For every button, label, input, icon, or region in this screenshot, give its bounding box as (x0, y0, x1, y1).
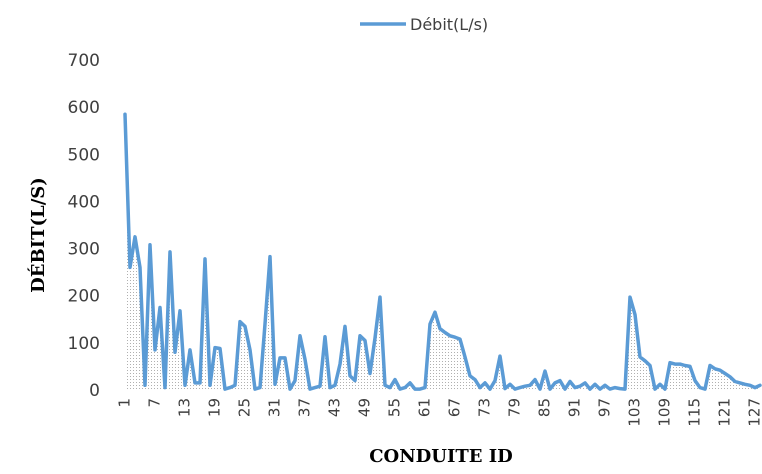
y-tick-label: 500 (68, 145, 100, 165)
y-tick-label: 300 (68, 240, 100, 260)
y-tick-label: 200 (68, 287, 100, 307)
x-tick-label: 49 (356, 398, 374, 417)
x-tick-label: 37 (296, 398, 314, 417)
x-tick-label: 43 (326, 398, 344, 417)
x-tick-label: 61 (416, 398, 434, 417)
chart-legend: Débit(L/s) (360, 15, 488, 34)
y-tick-label: 600 (68, 98, 100, 118)
x-tick-labels: 1 7 13 19 25 31 37 43 49 55 61 67 73 79 85 91 97 103 109 11… (116, 398, 762, 427)
x-tick-label: 19 (206, 398, 224, 417)
series-line-debit (123, 112, 762, 391)
x-tick-label: 103 (626, 398, 644, 427)
x-tick-label: 79 (506, 398, 524, 417)
x-tick-label: 115 (686, 398, 704, 427)
legend-label: Débit(L/s) (410, 15, 488, 34)
x-tick-label: 55 (386, 398, 404, 417)
y-tick-label: 0 (89, 381, 100, 401)
x-tick-label: 109 (656, 398, 674, 427)
x-tick-label: 85 (536, 398, 554, 417)
x-tick-label: 7 (146, 398, 164, 408)
x-tick-label: 73 (476, 398, 494, 417)
x-tick-label: 91 (566, 398, 584, 417)
y-axis-title: DÉBIT(L/S) (26, 177, 49, 293)
x-tick-label: 67 (446, 398, 464, 417)
x-tick-label: 1 (116, 398, 134, 408)
x-axis-title: CONDUITE ID (369, 446, 513, 467)
x-tick-label: 97 (596, 398, 614, 417)
x-tick-label: 127 (746, 398, 762, 427)
y-tick-label: 400 (68, 192, 100, 212)
x-tick-label: 13 (176, 398, 194, 417)
x-tick-label: 121 (716, 398, 734, 427)
x-tick-label: 25 (236, 398, 254, 417)
y-tick-labels: 0 100 200 300 400 500 600 700 (68, 51, 100, 401)
x-tick-label: 31 (266, 398, 284, 417)
y-tick-label: 100 (68, 334, 100, 354)
plot-area (123, 112, 762, 391)
y-tick-label: 700 (68, 51, 100, 71)
